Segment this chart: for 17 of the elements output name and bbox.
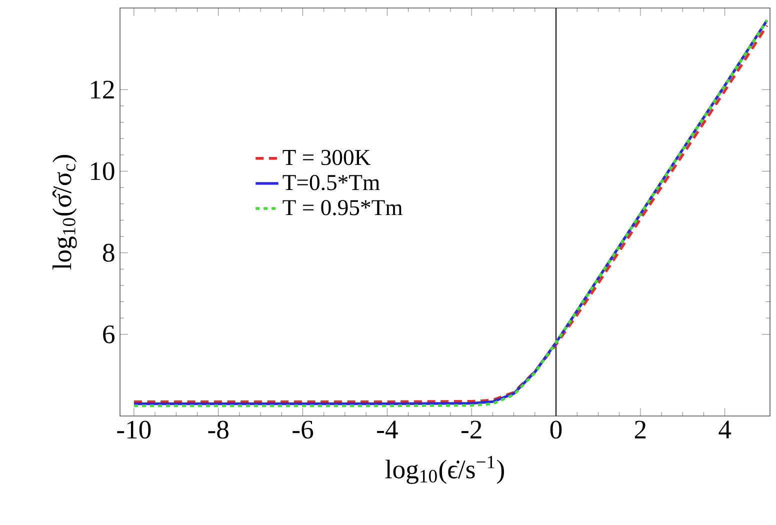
y-tick-label: 6 [103, 325, 115, 344]
y-axis-title: log$_{10}$(σ̂/σ$_{c}$) [52, 155, 77, 270]
legend-label: T = 0.95*Tm [282, 200, 402, 216]
x-axis-title: log$_{10}$(ϵ̇/s$^{−1}$) [385, 456, 504, 484]
y-tick-label: 10 [90, 162, 114, 180]
legend-label: T = 300K [282, 150, 370, 166]
legend-label: T=0.5*Tm [282, 174, 380, 190]
x-tick-label: -8 [208, 420, 228, 439]
y-tick-label: 8 [102, 244, 114, 262]
x-tick-label: -2 [461, 420, 482, 438]
x-tick-label: -4 [377, 420, 398, 438]
x-tick-label: 2 [634, 420, 646, 438]
y-tick-label: 12 [90, 80, 114, 98]
x-tick-label: -6 [292, 420, 314, 439]
x-tick-label: 4 [718, 420, 732, 438]
x-tick-label: 0 [550, 420, 562, 439]
x-tick-label: -10 [117, 420, 151, 439]
